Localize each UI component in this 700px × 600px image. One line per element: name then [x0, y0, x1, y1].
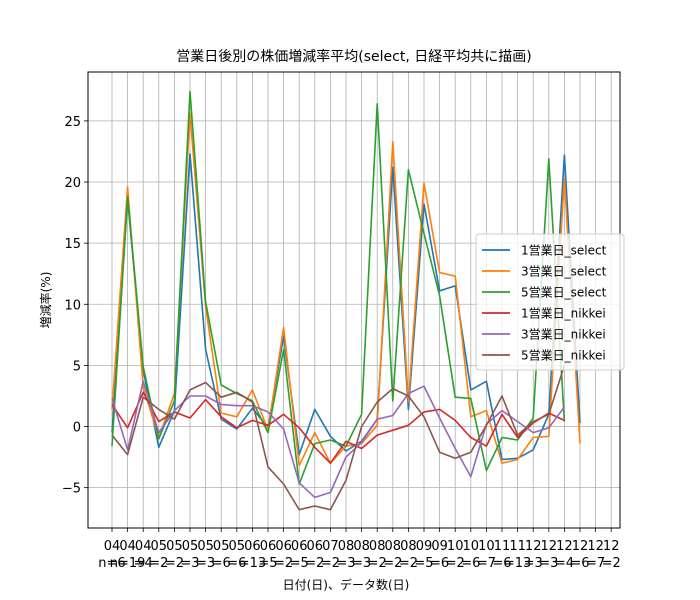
x-tick-label: 06: [291, 539, 308, 554]
y-tick-label: 10: [64, 298, 81, 313]
x-tick-label: =3: [196, 556, 215, 571]
x-tick-label: =2: [368, 556, 387, 571]
series-line: [111, 380, 566, 499]
x-tick-label: 11: [494, 539, 511, 554]
x-tick-label: 06: [244, 539, 261, 554]
legend-box: [475, 233, 625, 371]
x-tick-label: 05: [213, 539, 230, 554]
chart-title: 営業日後別の株価増減率平均(select, 日経平均共に描画): [176, 48, 531, 65]
x-tick-label: =6: [227, 556, 246, 571]
legend-label: 5営業日_select: [521, 286, 607, 300]
x-tick-label: 09: [416, 539, 433, 554]
x-tick-label: 07: [322, 539, 339, 554]
x-tick-label: 12: [525, 539, 542, 554]
x-tick-label: =6: [492, 556, 511, 571]
x-tick-label: 08: [369, 539, 386, 554]
x-tick-label: =5: [290, 556, 309, 571]
y-axis-ticks: −5 0 5 10 15 20 25: [62, 115, 88, 497]
legend-label: 1営業日_nikkei: [521, 307, 606, 321]
x-tick-label: =4: [134, 556, 153, 571]
x-tick-label: 05: [229, 539, 246, 554]
x-tick-label: =3: [352, 556, 371, 571]
x-tick-label: 10: [463, 539, 480, 554]
x-tick-label: =2: [165, 556, 184, 571]
x-tick-label: =7: [477, 556, 496, 571]
x-tick-label: 08: [353, 539, 370, 554]
legend-label: 3営業日_nikkei: [521, 328, 606, 342]
x-tick-label: =5: [414, 556, 433, 571]
y-tick-label: 20: [64, 176, 81, 191]
x-tick-label: 08: [400, 539, 417, 554]
x-tick-label: 06: [307, 539, 324, 554]
x-tick-label: 12: [556, 539, 573, 554]
x-tick-label: =3: [539, 556, 558, 571]
series-line: [111, 153, 581, 461]
x-tick-label: =2: [446, 556, 465, 571]
x-tick-label: =2: [274, 556, 293, 571]
legend-label: 5営業日_nikkei: [521, 349, 606, 363]
legend-label: 1営業日_select: [521, 244, 607, 258]
x-tick-label: 12: [603, 539, 620, 554]
series-line: [111, 90, 566, 485]
x-tick-label: 09: [431, 539, 448, 554]
x-tick-label: =13: [504, 556, 531, 571]
series-layer: [111, 90, 581, 511]
x-tick-label: =2: [383, 556, 402, 571]
x-tick-label: 05: [197, 539, 214, 554]
x-tick-label: =6: [570, 556, 589, 571]
x-tick-label: 10: [447, 539, 464, 554]
x-tick-label: =7: [586, 556, 605, 571]
x-tick-label: =2: [321, 556, 340, 571]
x-tick-label: 06: [260, 539, 277, 554]
x-tick-label: n=6: [98, 556, 125, 571]
y-tick-label: −5: [62, 482, 81, 497]
x-tick-label: =2: [399, 556, 418, 571]
x-axis-ticks: 04 n=6 04 n=19 04 =4 05 =2 05 =2 05 =3 05 =3 05 =6 05 =6 0…: [98, 528, 621, 571]
series-line: [111, 365, 566, 511]
x-tick-label: =2: [149, 556, 168, 571]
x-tick-label: =5: [258, 556, 277, 571]
x-tick-label: =3: [336, 556, 355, 571]
x-tick-label: 05: [166, 539, 183, 554]
y-axis-label: 増減率(%): [38, 272, 53, 329]
x-tick-label: =4: [555, 556, 574, 571]
x-tick-label: =2: [602, 556, 621, 571]
x-tick-label: =3: [524, 556, 543, 571]
y-tick-label: 0: [73, 421, 81, 436]
x-tick-label: =6: [212, 556, 231, 571]
x-tick-label: 12: [587, 539, 604, 554]
x-tick-label: =3: [180, 556, 199, 571]
legend: 1営業日_select 3営業日_select 5営業日_select 1営業日_ni…: [475, 233, 625, 371]
x-tick-label: 08: [385, 539, 402, 554]
x-tick-label: =6: [430, 556, 449, 571]
x-tick-label: 06: [275, 539, 292, 554]
y-tick-label: 25: [64, 115, 81, 130]
y-tick-label: 5: [73, 359, 81, 374]
x-tick-label: 04: [119, 539, 136, 554]
x-tick-label: 12: [541, 539, 558, 554]
x-tick-label: =6: [461, 556, 480, 571]
series-line: [111, 391, 565, 465]
x-tick-label: n=19: [110, 556, 146, 571]
y-tick-label: 15: [64, 237, 81, 252]
x-tick-label: 04: [104, 539, 121, 554]
x-tick-label: 08: [338, 539, 355, 554]
x-tick-label: 10: [478, 539, 495, 554]
x-tick-label: =13: [239, 556, 266, 571]
x-tick-label: 11: [509, 539, 526, 554]
x-tick-label: 12: [572, 539, 589, 554]
x-tick-label: 05: [151, 539, 168, 554]
x-tick-label: =2: [305, 556, 324, 571]
x-tick-label: 05: [182, 539, 199, 554]
x-axis-label: 日付(日)、データ数(日): [283, 577, 410, 592]
legend-label: 3営業日_select: [521, 265, 607, 279]
x-tick-label: 04: [135, 539, 152, 554]
